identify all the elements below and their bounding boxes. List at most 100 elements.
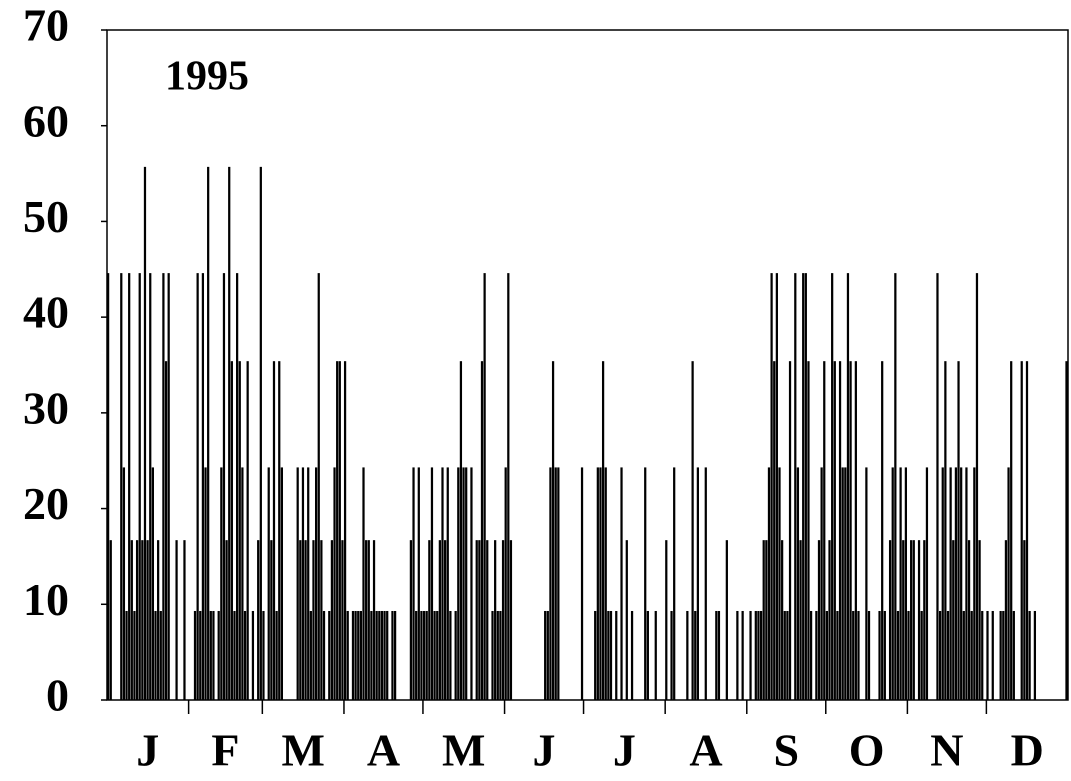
bar: [193, 610, 197, 700]
bar: [130, 540, 133, 700]
bar: [391, 610, 394, 700]
bar: [954, 467, 958, 700]
bar: [773, 361, 776, 700]
bar: [888, 540, 892, 700]
bar: [346, 610, 349, 700]
bar: [910, 540, 913, 700]
bar: [501, 540, 505, 700]
bar: [896, 610, 900, 700]
bar: [815, 610, 818, 700]
bar: [509, 540, 513, 700]
bar: [438, 540, 441, 700]
bar: [328, 610, 331, 700]
x-tick-label: D: [1011, 725, 1044, 776]
bar: [607, 610, 610, 700]
bar: [1010, 361, 1013, 700]
bar: [828, 540, 831, 700]
bar: [504, 467, 507, 700]
bar: [441, 467, 444, 700]
bar: [159, 610, 162, 700]
x-tick-label: A: [367, 725, 400, 776]
bar: [141, 540, 144, 700]
bar: [275, 610, 278, 700]
bar: [243, 610, 247, 700]
bar: [620, 467, 623, 700]
bar: [867, 610, 871, 700]
bar: [125, 610, 128, 700]
bar: [609, 610, 613, 700]
bar: [962, 610, 965, 700]
bar: [1002, 610, 1005, 700]
bar: [462, 467, 465, 700]
bar: [986, 610, 989, 700]
bar: [259, 166, 262, 700]
x-tick-label: M: [281, 725, 324, 776]
bar: [646, 610, 649, 700]
bar: [422, 610, 426, 700]
bar: [228, 166, 231, 700]
x-tick-label: J: [136, 725, 159, 776]
bar: [967, 540, 971, 700]
bar: [817, 540, 821, 700]
y-tick-label: 20: [23, 478, 69, 529]
bar: [765, 540, 768, 700]
y-tick-label: 40: [23, 287, 69, 338]
x-tick-label: O: [849, 725, 885, 776]
y-tick-label: 30: [23, 382, 69, 433]
bar: [749, 610, 752, 700]
bar: [1012, 610, 1015, 700]
bar: [149, 273, 152, 700]
bar: [696, 467, 700, 700]
bar: [196, 273, 199, 700]
bar: [109, 540, 112, 700]
bar: [220, 467, 223, 700]
bar: [788, 361, 792, 700]
bar: [767, 467, 771, 700]
bar: [499, 610, 502, 700]
bar: [923, 540, 926, 700]
bar: [236, 273, 239, 700]
bar: [757, 610, 760, 700]
bar: [128, 273, 131, 700]
bar: [412, 467, 415, 700]
bar: [978, 540, 981, 700]
bar: [317, 273, 320, 700]
y-tick-label: 10: [23, 574, 69, 625]
bar: [820, 467, 823, 700]
bar: [225, 540, 228, 700]
bar: [936, 273, 939, 700]
bar: [615, 610, 618, 700]
bar: [630, 610, 634, 700]
bar: [122, 467, 126, 700]
bar: [599, 467, 602, 700]
bar: [670, 610, 673, 700]
bar: [333, 467, 336, 700]
bar: [596, 467, 599, 700]
bar: [336, 361, 339, 700]
bar: [946, 610, 950, 700]
bar: [222, 273, 226, 700]
bar: [759, 610, 763, 700]
bar: [238, 361, 241, 700]
bar: [209, 610, 212, 700]
bar: [594, 610, 597, 700]
bar: [267, 467, 270, 700]
bar: [372, 540, 376, 700]
bar: [1025, 361, 1029, 700]
bar: [409, 540, 413, 700]
bar: [770, 273, 773, 700]
bar: [796, 467, 800, 700]
bar: [146, 540, 149, 700]
bar: [691, 361, 694, 700]
bar: [725, 540, 728, 700]
bar: [486, 540, 489, 700]
bar: [904, 467, 907, 700]
bar: [601, 361, 605, 700]
bar: [204, 467, 207, 700]
bar: [899, 467, 902, 700]
bar: [470, 467, 473, 700]
bar: [952, 540, 955, 700]
bar: [844, 467, 847, 700]
bar: [838, 361, 842, 700]
